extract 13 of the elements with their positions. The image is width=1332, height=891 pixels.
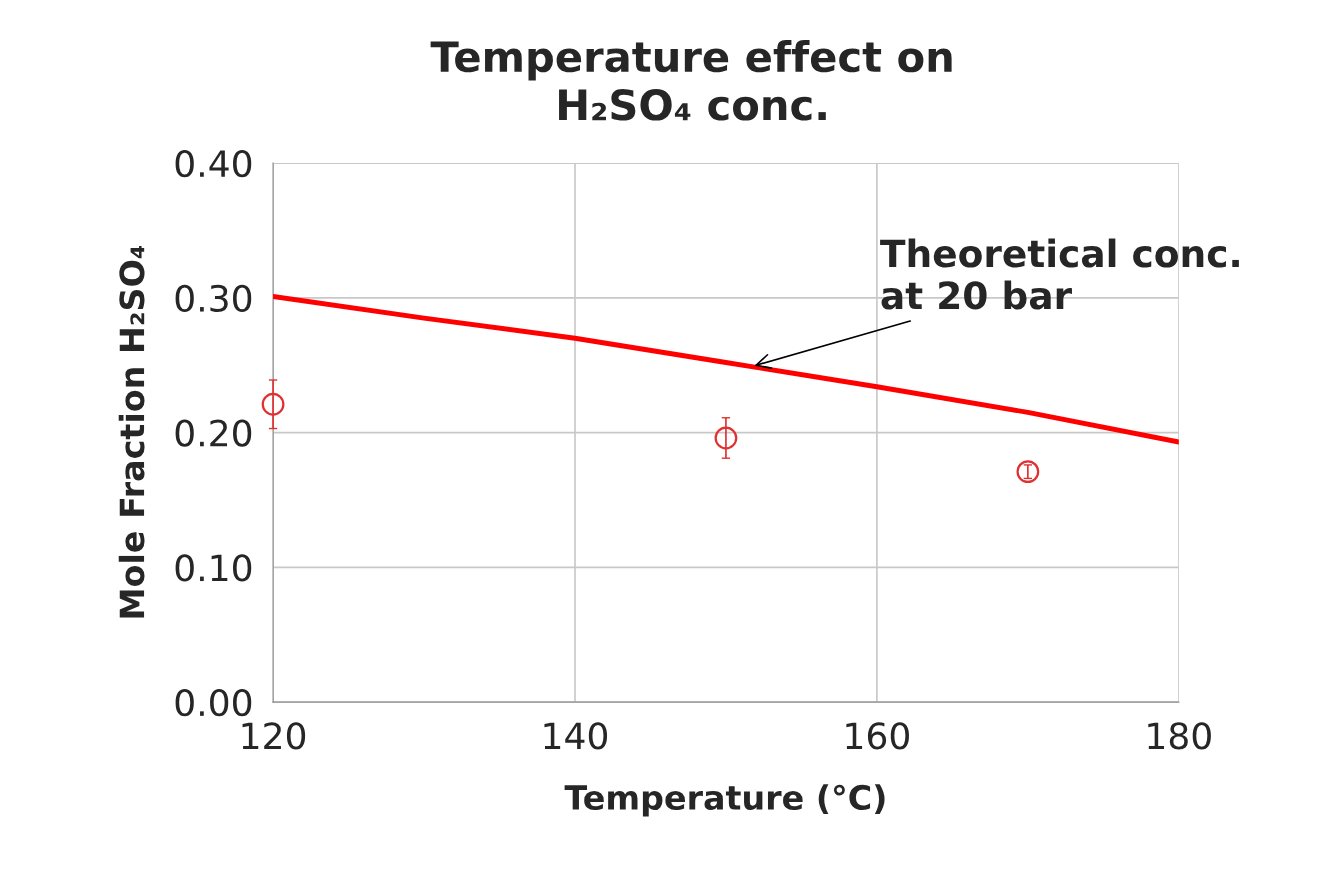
x-tick-label: 120: [242, 722, 306, 750]
y-tick-label: 0.30: [175, 284, 252, 313]
y-tick-label: 0.10: [175, 554, 252, 582]
x-axis-title: Temperature (°C): [564, 784, 885, 817]
y-axis-title: Mole Fraction H₂SO₄: [118, 245, 145, 618]
annotation: Theoretical conc. at 20 bar: [880, 238, 1239, 310]
x-tick-label: 180: [1148, 722, 1211, 750]
y-tick-label: 0.20: [175, 419, 252, 447]
x-tick-label: 160: [846, 722, 909, 750]
x-tick-label: 140: [544, 722, 608, 750]
y-tick-label: 0.00: [175, 689, 252, 717]
chart-title: Temperature effect on H₂SO₄ conc.: [430, 40, 952, 121]
y-tick-label: 0.40: [175, 149, 252, 178]
